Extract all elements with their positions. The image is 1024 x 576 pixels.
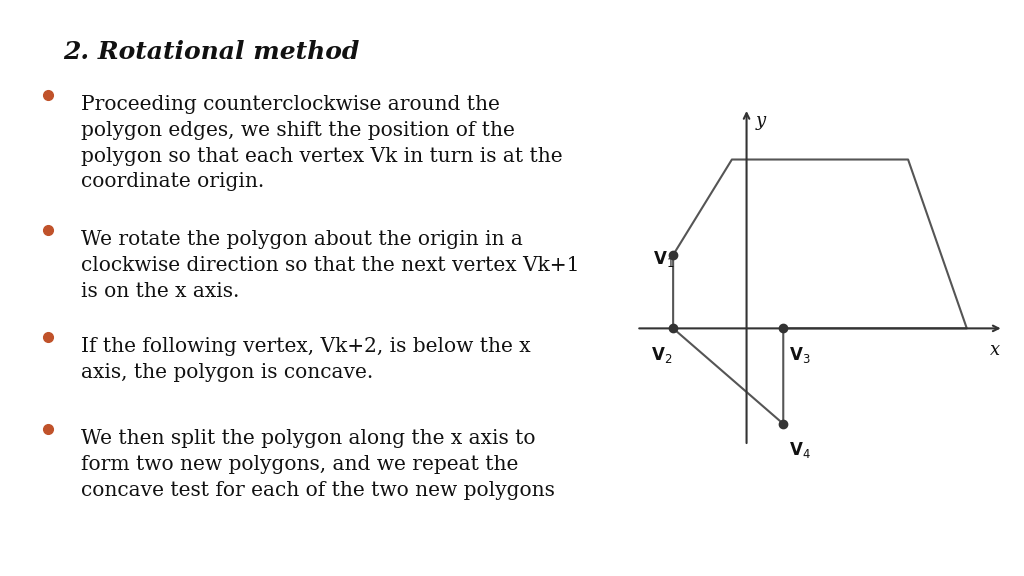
Text: 2. Rotational method: 2. Rotational method — [63, 40, 359, 65]
Text: $\mathbf{V}_4$: $\mathbf{V}_4$ — [790, 440, 811, 460]
Text: $\mathbf{V}_2$: $\mathbf{V}_2$ — [651, 344, 673, 365]
Text: $\mathbf{V}_3$: $\mathbf{V}_3$ — [790, 344, 811, 365]
Text: If the following vertex, Vk+2, is below the x
axis, the polygon is concave.: If the following vertex, Vk+2, is below … — [81, 337, 530, 382]
Text: We then split the polygon along the x axis to
form two new polygons, and we repe: We then split the polygon along the x ax… — [81, 429, 555, 499]
Text: x: x — [990, 341, 999, 359]
Text: y: y — [756, 112, 766, 130]
Text: Proceeding counterclockwise around the
polygon edges, we shift the position of t: Proceeding counterclockwise around the p… — [81, 95, 563, 191]
Text: We rotate the polygon about the origin in a
clockwise direction so that the next: We rotate the polygon about the origin i… — [81, 230, 580, 301]
Text: $\mathbf{V}_1$: $\mathbf{V}_1$ — [652, 249, 674, 269]
